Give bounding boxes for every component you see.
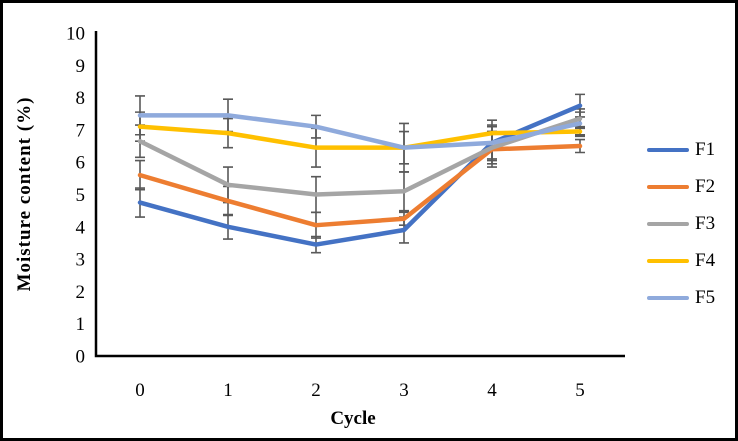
legend-item-f3: F3: [647, 205, 715, 242]
x-tick-label-5: 5: [575, 380, 585, 401]
legend-label-f2: F2: [695, 176, 716, 197]
legend-item-f5: F5: [647, 279, 715, 316]
y-tick-label-6: 6: [76, 153, 86, 174]
axis-lines: [94, 31, 625, 358]
legend-swatch-f3: [647, 221, 689, 226]
legend-item-f1: F1: [647, 131, 715, 168]
legend-swatch-f4: [647, 258, 689, 263]
legend-label-f1: F1: [695, 139, 716, 160]
x-tick-label-2: 2: [311, 380, 321, 401]
legend-item-f4: F4: [647, 242, 715, 279]
legend-label-f5: F5: [695, 287, 716, 308]
y-axis-title: Moisture content (%): [14, 96, 35, 292]
y-tick-label-0: 0: [76, 347, 86, 368]
series-line-f5: [137, 113, 583, 150]
y-tick-label-2: 2: [76, 282, 86, 303]
series-line-f1: [137, 103, 583, 247]
series-line-f4: [137, 124, 583, 150]
legend-label-f3: F3: [695, 213, 716, 234]
legend-swatch-f5: [647, 295, 689, 300]
y-tick-label-10: 10: [66, 24, 85, 45]
y-tick-label-5: 5: [76, 185, 86, 206]
series-line-f3: [137, 116, 583, 197]
y-tick-label-7: 7: [76, 120, 86, 141]
y-tick-label-1: 1: [76, 314, 86, 335]
y-tick-label-8: 8: [76, 88, 86, 109]
x-tick-label-1: 1: [223, 380, 233, 401]
legend-label-f4: F4: [695, 250, 716, 271]
x-tick-label-0: 0: [135, 380, 145, 401]
series-line-f2: [137, 143, 583, 228]
line-chart-canvas: 0 1 2 3 4 5 6 7 8 9 10 0 1 2 3 4 5: [66, 24, 625, 401]
legend-swatch-f1: [647, 147, 689, 152]
y-tick-label-3: 3: [76, 250, 86, 271]
legend-item-f2: F2: [647, 168, 715, 205]
y-tick-label-4: 4: [76, 217, 86, 238]
x-tick-label-4: 4: [487, 380, 497, 401]
legend-swatch-f2: [647, 184, 689, 189]
x-axis-title: Cycle: [330, 408, 376, 429]
x-tick-label-3: 3: [399, 380, 409, 401]
y-tick-label-9: 9: [76, 56, 86, 77]
legend: F1 F2 F3 F4 F5: [647, 131, 715, 316]
